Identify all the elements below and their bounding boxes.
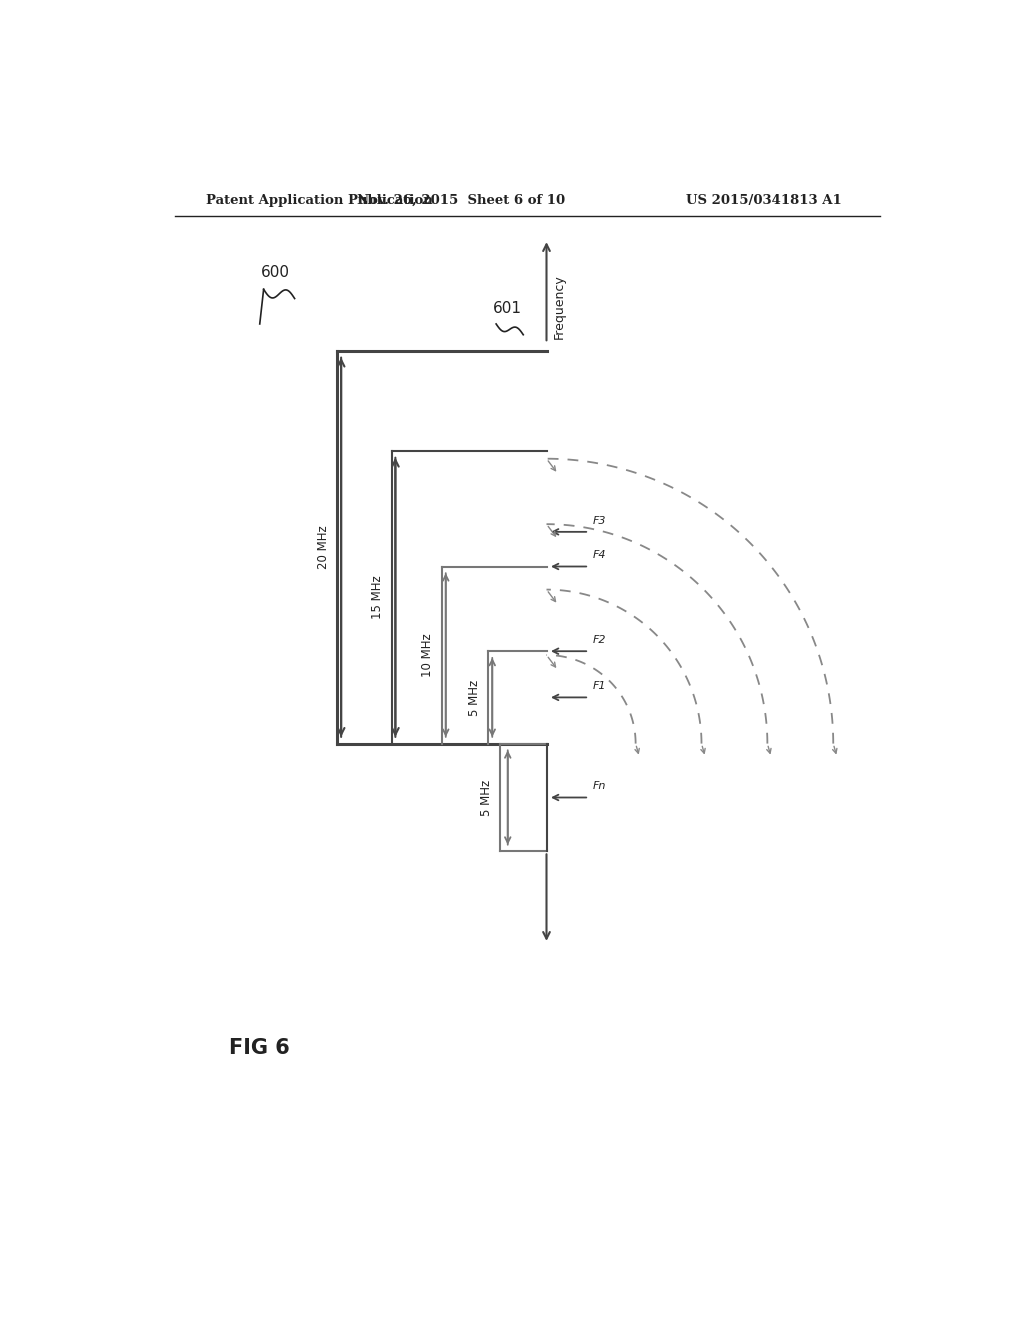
Text: Nov. 26, 2015  Sheet 6 of 10: Nov. 26, 2015 Sheet 6 of 10	[357, 194, 565, 207]
Text: 20 MHz: 20 MHz	[316, 525, 330, 569]
Text: 601: 601	[494, 301, 522, 315]
Text: 10 MHz: 10 MHz	[422, 634, 434, 677]
Text: 5 MHz: 5 MHz	[468, 680, 481, 715]
Text: F3: F3	[593, 516, 606, 525]
Text: F1: F1	[593, 681, 606, 692]
Text: F4: F4	[593, 550, 606, 560]
Text: 5 MHz: 5 MHz	[479, 779, 493, 816]
Text: 15 MHz: 15 MHz	[371, 576, 384, 619]
Text: US 2015/0341813 A1: US 2015/0341813 A1	[686, 194, 842, 207]
Text: 600: 600	[261, 265, 290, 280]
Text: Fn: Fn	[593, 781, 606, 792]
Text: FIG 6: FIG 6	[228, 1038, 290, 1057]
Text: Frequency: Frequency	[553, 275, 566, 339]
Text: Patent Application Publication: Patent Application Publication	[206, 194, 432, 207]
Text: F2: F2	[593, 635, 606, 645]
